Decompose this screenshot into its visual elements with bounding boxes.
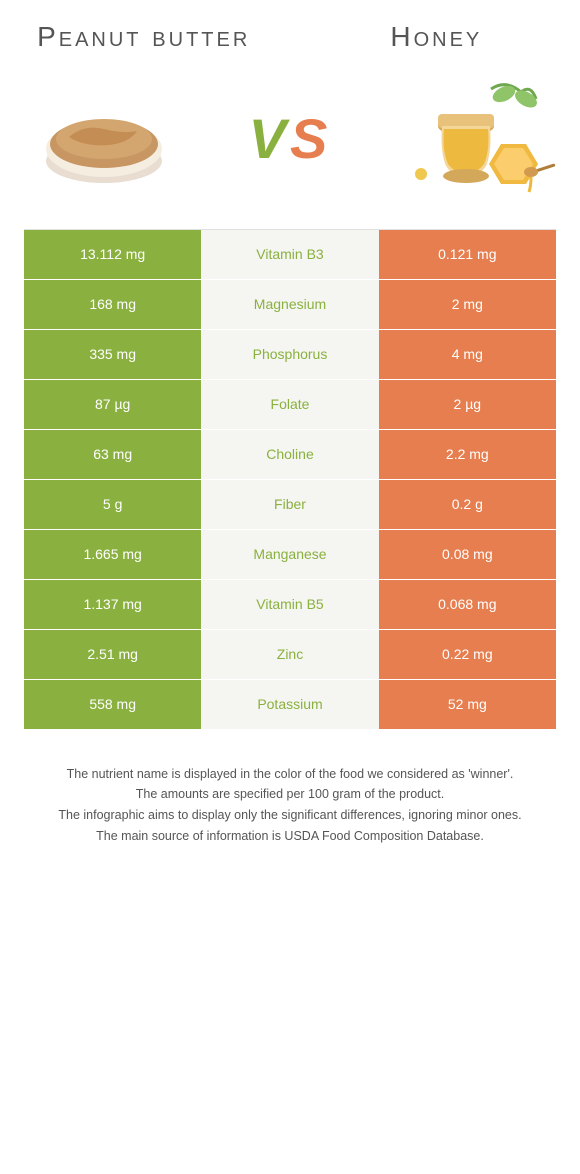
table-row: 1.665 mgManganese0.08 mg	[24, 530, 556, 580]
value-cell-left: 335 mg	[24, 330, 201, 379]
infographic-container: Peanut butter Honey VS	[0, 0, 580, 878]
footer-line-4: The main source of information is USDA F…	[34, 827, 546, 846]
footer-line-3: The infographic aims to display only the…	[34, 806, 546, 825]
value-cell-left: 5 g	[24, 480, 201, 529]
table-row: 335 mgPhosphorus4 mg	[24, 330, 556, 380]
table-row: 168 mgMagnesium2 mg	[24, 280, 556, 330]
value-cell-left: 87 µg	[24, 380, 201, 429]
nutrient-name-cell: Phosphorus	[201, 330, 378, 379]
vs-letter-s: S	[290, 106, 331, 171]
value-cell-right: 4 mg	[379, 330, 556, 379]
footer-notes: The nutrient name is displayed in the co…	[24, 765, 556, 846]
value-cell-right: 2 mg	[379, 280, 556, 329]
nutrient-name-cell: Vitamin B3	[201, 230, 378, 279]
honey-image	[396, 74, 556, 204]
comparison-table: 13.112 mgVitamin B30.121 mg168 mgMagnesi…	[24, 229, 556, 730]
nutrient-name-cell: Folate	[201, 380, 378, 429]
nutrient-name-cell: Potassium	[201, 680, 378, 729]
value-cell-right: 0.22 mg	[379, 630, 556, 679]
value-cell-right: 0.121 mg	[379, 230, 556, 279]
value-cell-right: 0.068 mg	[379, 580, 556, 629]
food-b-title: Honey	[317, 20, 556, 54]
nutrient-name-cell: Magnesium	[201, 280, 378, 329]
value-cell-left: 13.112 mg	[24, 230, 201, 279]
titles-row: Peanut butter Honey	[24, 20, 556, 54]
table-row: 558 mgPotassium52 mg	[24, 680, 556, 730]
value-cell-left: 558 mg	[24, 680, 201, 729]
vs-badge: VS	[235, 104, 345, 174]
nutrient-name-cell: Vitamin B5	[201, 580, 378, 629]
table-row: 63 mgCholine2.2 mg	[24, 430, 556, 480]
table-row: 5 gFiber0.2 g	[24, 480, 556, 530]
value-cell-right: 2.2 mg	[379, 430, 556, 479]
footer-line-1: The nutrient name is displayed in the co…	[34, 765, 546, 784]
vs-letter-v: V	[249, 106, 290, 171]
nutrient-name-cell: Fiber	[201, 480, 378, 529]
nutrient-name-cell: Choline	[201, 430, 378, 479]
value-cell-left: 1.137 mg	[24, 580, 201, 629]
table-row: 13.112 mgVitamin B30.121 mg	[24, 230, 556, 280]
nutrient-name-cell: Manganese	[201, 530, 378, 579]
value-cell-left: 1.665 mg	[24, 530, 201, 579]
value-cell-right: 0.2 g	[379, 480, 556, 529]
value-cell-left: 63 mg	[24, 430, 201, 479]
footer-line-2: The amounts are specified per 100 gram o…	[34, 785, 546, 804]
value-cell-right: 52 mg	[379, 680, 556, 729]
table-row: 2.51 mgZinc0.22 mg	[24, 630, 556, 680]
value-cell-left: 168 mg	[24, 280, 201, 329]
value-cell-right: 0.08 mg	[379, 530, 556, 579]
peanut-butter-image	[24, 74, 184, 204]
table-row: 1.137 mgVitamin B50.068 mg	[24, 580, 556, 630]
hero-row: VS	[24, 74, 556, 204]
value-cell-left: 2.51 mg	[24, 630, 201, 679]
nutrient-name-cell: Zinc	[201, 630, 378, 679]
food-a-title: Peanut butter	[24, 20, 263, 54]
table-row: 87 µgFolate2 µg	[24, 380, 556, 430]
value-cell-right: 2 µg	[379, 380, 556, 429]
